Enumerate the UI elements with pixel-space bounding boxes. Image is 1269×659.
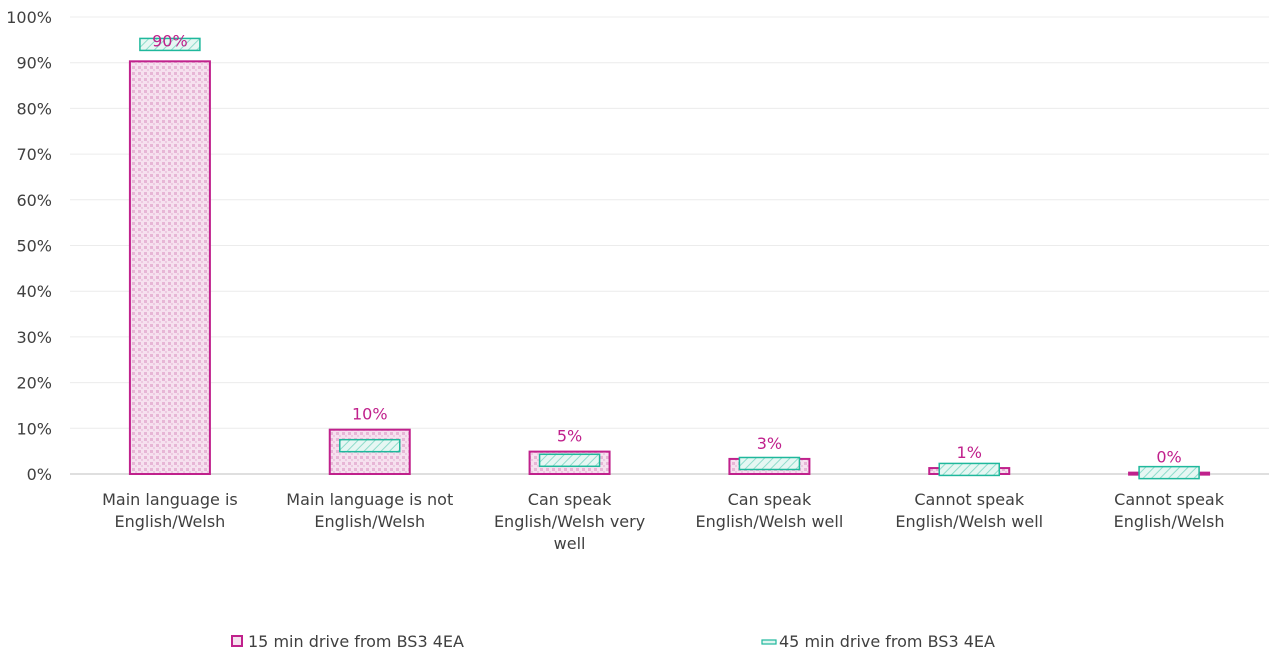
y-tick-label: 10% — [16, 419, 52, 438]
y-tick-label: 40% — [16, 282, 52, 301]
legend-label-15min: 15 min drive from BS3 4EA — [248, 632, 464, 651]
y-tick-label: 90% — [16, 54, 52, 73]
marker-45min — [1138, 465, 1200, 480]
legend-swatch-45min — [761, 639, 777, 645]
bar-15min — [128, 60, 211, 475]
data-label: 1% — [957, 443, 982, 462]
marker-45min — [339, 438, 401, 453]
legend-label-45min: 45 min drive from BS3 4EA — [779, 632, 995, 651]
data-label: 0% — [1156, 448, 1181, 467]
y-tick-label: 100% — [6, 8, 52, 27]
data-label: 3% — [757, 434, 782, 453]
data-label: 90% — [152, 31, 188, 50]
marker-45min — [738, 456, 801, 471]
data-label: 5% — [557, 427, 582, 446]
data-labels: 90% 10% 5% 3% 1% 0% — [152, 31, 1182, 466]
bars — [128, 37, 1211, 480]
x-category-label: Cannot speak English/Welsh well — [895, 490, 1043, 531]
y-tick-label: 80% — [16, 99, 52, 118]
y-tick-label: 60% — [16, 191, 52, 210]
x-category-label: Main language is not English/Welsh — [286, 490, 453, 531]
legend-swatch-15min — [231, 635, 243, 647]
x-category-label: Can speak English/Welsh well — [696, 490, 844, 531]
x-category-label: Cannot speak English/Welsh — [1114, 490, 1225, 531]
marker-45min — [938, 462, 1000, 477]
y-tick-label: 30% — [16, 328, 52, 347]
y-tick-label: 70% — [16, 145, 52, 164]
y-axis-ticks: 0% 10% 20% 30% 40% 50% 60% 70% 80% 90% 100% — [6, 8, 52, 484]
legend: 15 min drive from BS3 4EA 45 min drive fr… — [231, 632, 995, 651]
data-label: 10% — [352, 405, 388, 424]
gridlines — [70, 16, 1269, 475]
x-category-label: Main language is English/Welsh — [102, 490, 238, 531]
y-tick-label: 0% — [27, 465, 52, 484]
x-axis: Main language is English/Welsh Main langua… — [102, 490, 1225, 553]
y-tick-label: 20% — [16, 374, 52, 393]
x-category-label: Can speak English/Welsh very well — [494, 490, 645, 553]
marker-45min — [538, 453, 601, 468]
y-tick-label: 50% — [16, 237, 52, 256]
marker-45min — [139, 37, 201, 52]
